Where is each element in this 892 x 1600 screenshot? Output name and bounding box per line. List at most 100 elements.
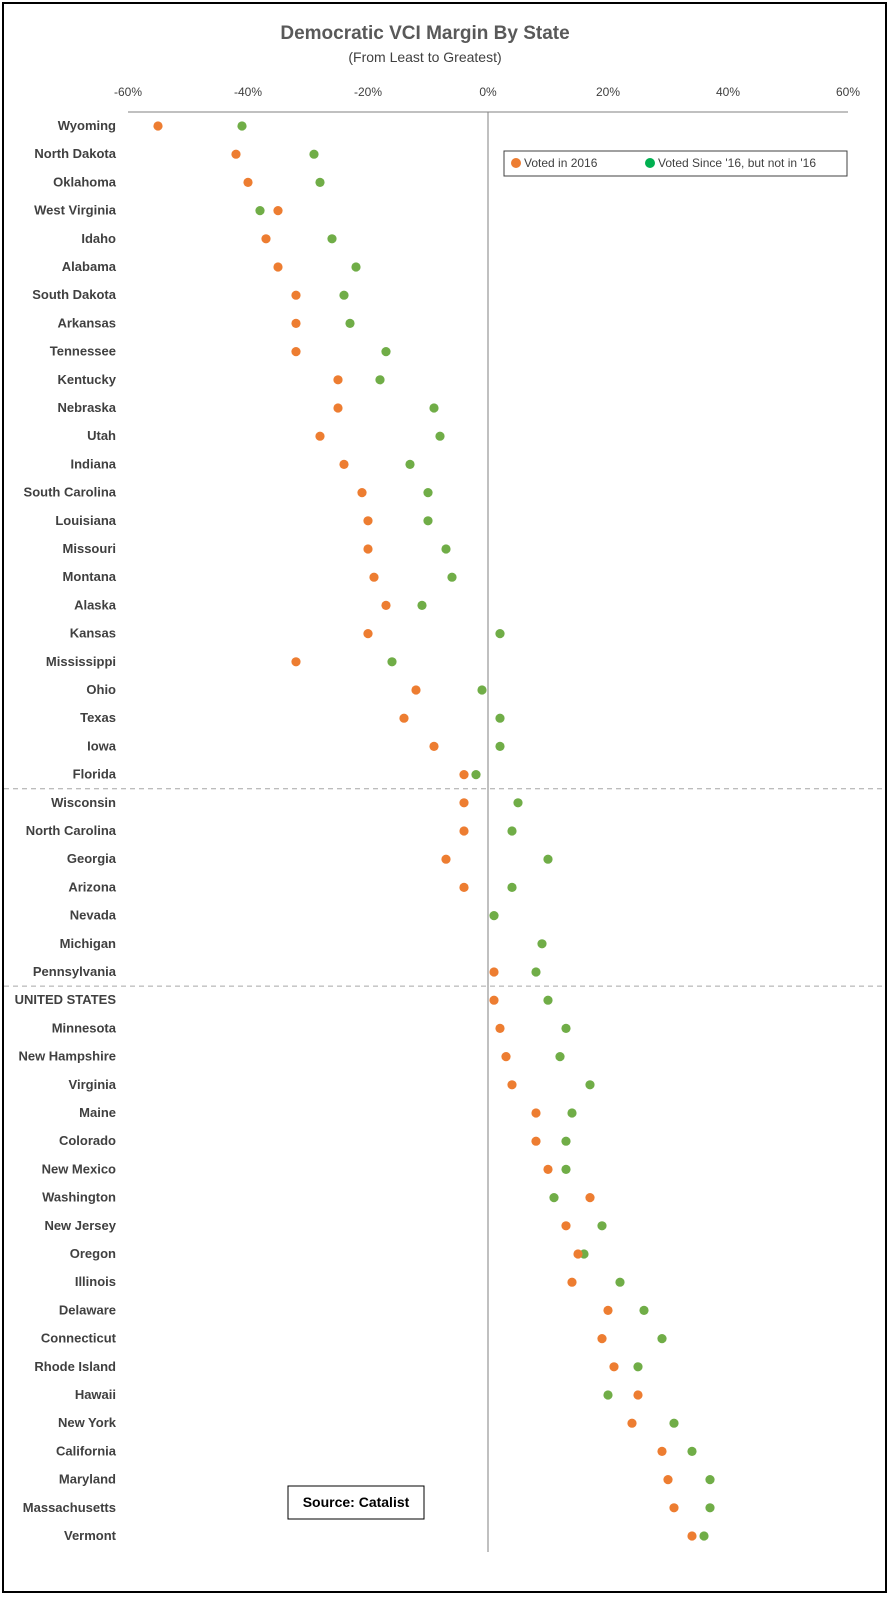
- point-voted-since-16-rhode-island: [633, 1362, 643, 1372]
- x-tick-label: 60%: [836, 85, 860, 99]
- point-voted-since-16-montana: [447, 572, 457, 582]
- point-voted-since-16-massachusetts: [705, 1503, 715, 1513]
- source-box-border: [287, 1485, 425, 1520]
- point-voted-2016-nebraska: [333, 403, 343, 413]
- point-voted-2016-north-carolina: [459, 826, 469, 836]
- point-voted-2016-missouri: [363, 544, 373, 554]
- chart-title: Democratic VCI Margin By State: [280, 23, 569, 44]
- point-voted-2016-texas: [399, 713, 409, 723]
- state-label-colorado: Colorado: [59, 1133, 116, 1148]
- state-label-maine: Maine: [79, 1105, 116, 1120]
- point-voted-2016-florida: [459, 770, 469, 780]
- point-voted-since-16-hawaii: [603, 1390, 613, 1400]
- point-voted-2016-new-york: [627, 1418, 637, 1428]
- point-voted-2016-georgia: [441, 854, 451, 864]
- point-voted-since-16-west-virginia: [255, 206, 265, 216]
- point-voted-2016-kansas: [363, 629, 373, 639]
- point-voted-2016-ohio: [411, 685, 421, 695]
- state-label-mississippi: Mississippi: [46, 654, 116, 669]
- state-label-montana: Montana: [63, 569, 117, 584]
- state-label-maryland: Maryland: [59, 1472, 116, 1487]
- state-label-illinois: Illinois: [75, 1274, 116, 1289]
- point-voted-2016-wisconsin: [459, 798, 469, 808]
- point-voted-2016-indiana: [339, 459, 349, 469]
- point-voted-2016-montana: [369, 572, 379, 582]
- point-voted-2016-new-mexico: [543, 1164, 553, 1174]
- point-voted-since-16-mississippi: [387, 657, 397, 667]
- point-voted-2016-colorado: [531, 1136, 541, 1146]
- state-label-kansas: Kansas: [70, 626, 116, 641]
- state-label-massachusetts: Massachusetts: [23, 1500, 116, 1515]
- point-voted-since-16-tennessee: [381, 347, 391, 357]
- state-label-idaho: Idaho: [81, 231, 116, 246]
- point-voted-since-16-north-carolina: [507, 826, 517, 836]
- point-voted-2016-vermont: [687, 1531, 697, 1541]
- point-voted-2016-new-hampshire: [501, 1052, 511, 1062]
- point-voted-since-16-idaho: [327, 234, 337, 244]
- state-label-michigan: Michigan: [60, 936, 116, 951]
- point-voted-2016-alaska: [381, 600, 391, 611]
- legend-marker-voted-since-16: [645, 158, 655, 168]
- state-label-alaska: Alaska: [74, 597, 117, 612]
- point-voted-2016-maryland: [663, 1475, 673, 1485]
- point-voted-2016-oregon: [573, 1249, 583, 1259]
- point-voted-2016-delaware: [603, 1305, 613, 1315]
- state-labels: Wyoming North Dakota Oklahoma West Virginia…: [15, 118, 117, 1543]
- point-voted-2016-south-dakota: [291, 290, 301, 300]
- point-voted-2016-minnesota: [495, 1023, 505, 1033]
- legend: Voted in 2016 Voted Since '16, but not i…: [503, 150, 848, 177]
- state-label-wyoming: Wyoming: [58, 118, 116, 133]
- point-voted-2016-virginia: [507, 1080, 517, 1090]
- point-voted-since-16-kentucky: [375, 375, 385, 385]
- state-label-delaware: Delaware: [59, 1302, 116, 1317]
- point-voted-since-16-arkansas: [345, 318, 355, 328]
- point-voted-since-16-new-york: [669, 1418, 679, 1428]
- point-voted-2016-united-states: [489, 995, 499, 1005]
- point-voted-2016-california: [657, 1446, 667, 1456]
- point-voted-since-16-utah: [435, 431, 445, 441]
- point-voted-2016-iowa: [429, 741, 439, 752]
- point-voted-2016-massachusetts: [669, 1503, 679, 1513]
- point-voted-since-16-alabama: [351, 262, 361, 272]
- point-voted-since-16-california: [687, 1446, 697, 1456]
- point-voted-since-16-connecticut: [657, 1334, 667, 1344]
- state-label-north-dakota: North Dakota: [34, 146, 116, 161]
- point-voted-since-16-ohio: [477, 685, 487, 695]
- state-label-new-jersey: New Jersey: [44, 1218, 116, 1233]
- state-label-louisiana: Louisiana: [55, 513, 116, 528]
- point-voted-2016-washington: [585, 1193, 595, 1203]
- state-label-indiana: Indiana: [70, 456, 116, 471]
- state-label-nevada: Nevada: [70, 908, 117, 923]
- point-voted-since-16-north-dakota: [309, 149, 319, 159]
- x-tick-label: -60%: [114, 85, 142, 99]
- point-voted-2016-alabama: [273, 262, 283, 272]
- point-voted-2016-idaho: [261, 234, 271, 244]
- point-voted-since-16-florida: [471, 770, 481, 780]
- state-label-utah: Utah: [87, 428, 116, 443]
- point-voted-2016-rhode-island: [609, 1362, 619, 1372]
- point-voted-since-16-wisconsin: [513, 798, 523, 808]
- legend-label-voted-since-16: Voted Since '16, but not in '16: [658, 156, 816, 170]
- point-voted-since-16-michigan: [537, 939, 547, 949]
- point-voted-since-16-iowa: [495, 741, 505, 752]
- point-voted-2016-hawaii: [633, 1390, 643, 1400]
- state-label-south-dakota: South Dakota: [32, 287, 117, 302]
- point-voted-since-16-united-states: [543, 995, 553, 1005]
- state-label-west-virginia: West Virginia: [34, 203, 117, 218]
- point-voted-since-16-oklahoma: [315, 177, 325, 187]
- point-voted-2016-wyoming: [153, 121, 163, 131]
- state-label-arizona: Arizona: [68, 879, 116, 894]
- x-axis-ticks: -60% -40% -20% 0% 20% 40% 60%: [114, 85, 860, 99]
- state-label-iowa: Iowa: [87, 738, 117, 753]
- state-label-georgia: Georgia: [67, 851, 117, 866]
- state-label-ohio: Ohio: [86, 682, 116, 697]
- x-tick-label: 20%: [596, 85, 620, 99]
- point-voted-since-16-washington: [549, 1193, 559, 1203]
- point-voted-since-16-nevada: [489, 911, 499, 921]
- point-voted-since-16-georgia: [543, 854, 553, 864]
- state-label-california: California: [56, 1443, 117, 1458]
- state-label-new-york: New York: [58, 1415, 117, 1430]
- point-voted-since-16-alaska: [417, 600, 427, 611]
- x-tick-label: 0%: [479, 85, 497, 99]
- point-voted-since-16-delaware: [639, 1305, 649, 1315]
